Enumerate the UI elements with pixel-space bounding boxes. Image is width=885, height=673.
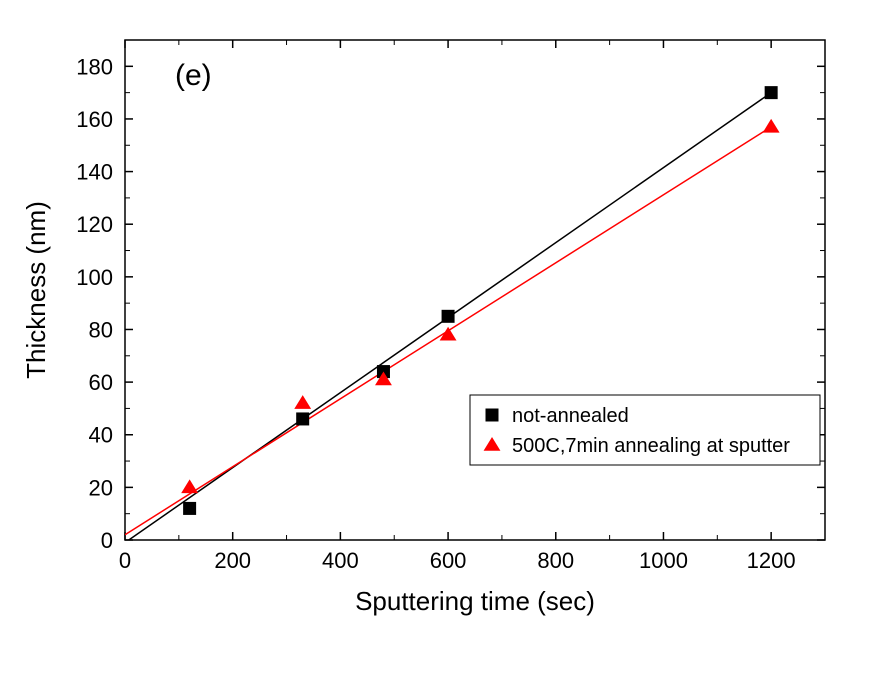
x-tick-label: 1200 [747, 548, 796, 573]
x-tick-label: 200 [214, 548, 251, 573]
y-tick-label: 60 [89, 370, 113, 395]
y-tick-label: 0 [101, 528, 113, 553]
x-tick-label: 0 [119, 548, 131, 573]
y-tick-label: 160 [76, 107, 113, 132]
x-tick-label: 600 [430, 548, 467, 573]
marker-square [184, 502, 196, 514]
y-tick-label: 40 [89, 423, 113, 448]
y-tick-label: 20 [89, 475, 113, 500]
y-tick-label: 80 [89, 317, 113, 342]
x-tick-label: 400 [322, 548, 359, 573]
y-tick-label: 180 [76, 54, 113, 79]
y-tick-label: 140 [76, 160, 113, 185]
x-tick-label: 800 [537, 548, 574, 573]
panel-label: (e) [175, 59, 212, 92]
marker-square [765, 87, 777, 99]
marker-square [442, 310, 454, 322]
y-axis-label: Thickness (nm) [21, 201, 51, 379]
y-tick-label: 120 [76, 212, 113, 237]
x-axis-label: Sputtering time (sec) [355, 586, 595, 616]
marker-square [297, 413, 309, 425]
y-tick-label: 100 [76, 265, 113, 290]
legend-label: not-annealed [512, 405, 629, 427]
chart-svg: 0 200 400 600 800 1000 1200 0 20 40 60 80 100 120 140 1… [0, 0, 885, 673]
marker-square [486, 409, 498, 421]
chart-container: 0 200 400 600 800 1000 1200 0 20 40 60 80 100 120 140 1… [0, 0, 885, 673]
legend-label: 500C,7min annealing at sputter [512, 435, 790, 457]
x-tick-label: 1000 [639, 548, 688, 573]
